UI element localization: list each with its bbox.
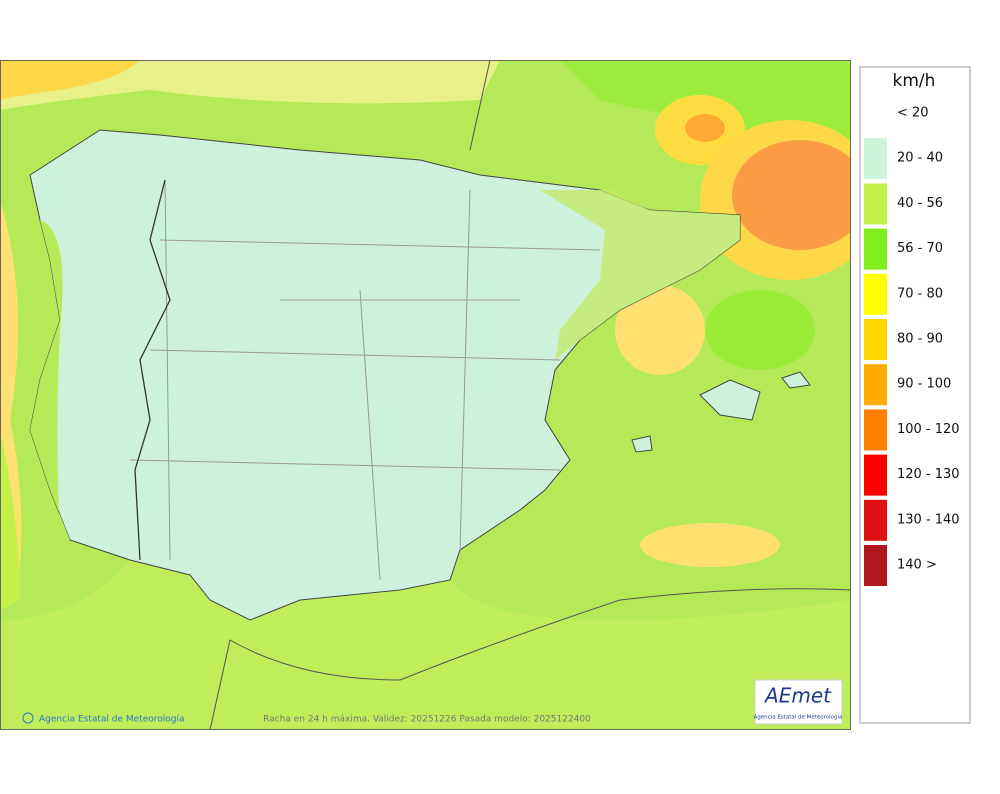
- gust-zone: [640, 523, 780, 567]
- legend-label: 100 - 120: [897, 422, 960, 437]
- legend-label: 56 - 70: [897, 241, 943, 256]
- legend-label: 90 - 100: [897, 377, 951, 392]
- legend-swatch: [864, 183, 887, 225]
- map: [0, 60, 851, 730]
- coastline: [209, 60, 851, 730]
- legend-label: 120 - 130: [897, 467, 960, 482]
- island: [781, 371, 811, 389]
- legend-label: 40 - 56: [897, 196, 943, 211]
- legend-label: 20 - 40: [897, 151, 943, 166]
- gust-zone: [0, 560, 851, 730]
- legend-swatch: [864, 454, 887, 496]
- legend-label: 130 - 140: [897, 512, 960, 527]
- copyright-icon: [22, 712, 34, 724]
- legend-swatch: [864, 545, 887, 586]
- legend-title: km/h: [893, 71, 936, 91]
- gust-zone: [0, 60, 140, 100]
- legend-swatch: [864, 499, 887, 541]
- map-frame: [0, 60, 851, 730]
- legend-label: 140 >: [897, 558, 937, 573]
- legend-swatch: [864, 364, 887, 406]
- province-border: [129, 179, 601, 581]
- gust-zone: [30, 220, 70, 540]
- gust-zone: [540, 190, 740, 360]
- legend-label: 80 - 90: [897, 332, 943, 347]
- logo: AEmet: [763, 684, 832, 708]
- peninsula: [29, 129, 741, 621]
- legend-label: < 20: [897, 106, 929, 121]
- gust-zone: [732, 140, 851, 250]
- credit: Agencia Estatal de Meteorología: [39, 715, 185, 725]
- gust-zone: [0, 430, 20, 610]
- country-border: [134, 179, 171, 561]
- legend-swatch: [864, 138, 887, 180]
- logo-subtitle: Agencia Estatal de Meteorología: [754, 714, 843, 721]
- gust-zone: [615, 285, 705, 375]
- legend: < 20 20 - 40 40 - 56 56 - 70 70 - 80 80 - 90 9…: [864, 106, 960, 586]
- logo-box: [754, 679, 843, 725]
- caption: Racha en 24 h máxima. Validez: 20251226 …: [263, 715, 591, 725]
- gust-zone: [0, 60, 500, 110]
- legend-swatch: [864, 273, 887, 315]
- legend-swatch: [864, 228, 887, 270]
- island: [631, 435, 653, 453]
- legend-label: 70 - 80: [897, 286, 943, 301]
- legend-swatch: [864, 409, 887, 451]
- gust-zone: [705, 290, 815, 370]
- island: [699, 379, 761, 421]
- gust-zone: [685, 114, 725, 142]
- legend-swatch: [864, 319, 887, 360]
